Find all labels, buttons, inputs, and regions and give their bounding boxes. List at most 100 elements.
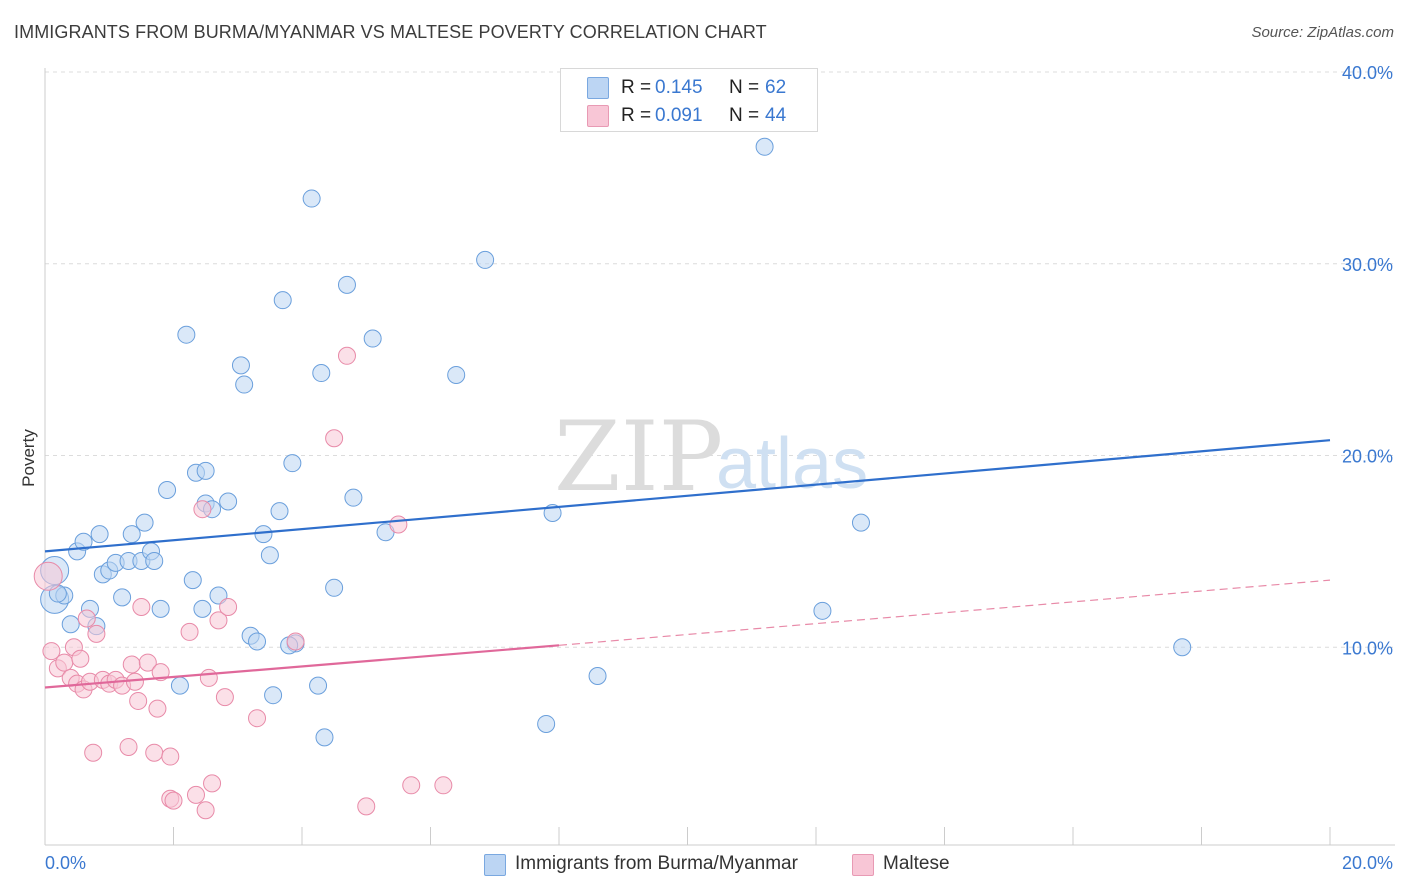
data-point <box>260 546 279 565</box>
y-tick-label: 30.0% <box>1342 255 1393 275</box>
data-point <box>71 649 90 668</box>
data-point <box>161 747 180 766</box>
data-point <box>151 599 170 618</box>
data-point <box>196 461 215 480</box>
n-value: 62 <box>765 77 787 98</box>
data-point <box>537 714 556 733</box>
data-point <box>254 525 273 544</box>
legend-label-burma: Immigrants from Burma/Myanmar <box>515 853 798 874</box>
data-point <box>302 189 321 208</box>
legend-label-maltese: Maltese <box>883 853 950 874</box>
data-point <box>186 785 205 804</box>
x-tick-label: 0.0% <box>45 853 86 873</box>
data-point <box>434 776 453 795</box>
watermark-zip: ZIP <box>554 401 723 513</box>
trend-line <box>44 644 560 689</box>
data-point <box>1173 638 1192 657</box>
data-point <box>209 586 228 605</box>
data-point <box>180 622 199 641</box>
data-point <box>476 250 495 269</box>
x-tick-labels: 0.0% 20.0% <box>45 853 1393 873</box>
data-point <box>755 137 774 156</box>
data-point <box>264 686 283 705</box>
data-point <box>219 597 238 616</box>
y-tick-label: 10.0% <box>1342 638 1393 658</box>
n-value: 44 <box>765 105 787 126</box>
data-point <box>199 668 218 687</box>
data-point <box>283 454 302 473</box>
data-point <box>132 597 151 616</box>
trend-line-extension <box>558 579 1331 646</box>
data-point <box>129 691 148 710</box>
data-point <box>193 500 212 519</box>
data-point <box>122 525 141 544</box>
data-point <box>158 481 177 500</box>
data-point <box>193 599 212 618</box>
data-point <box>389 515 408 534</box>
n-label: N = <box>729 105 760 126</box>
data-point <box>148 699 167 718</box>
data-point <box>151 663 170 682</box>
data-point <box>90 525 109 544</box>
watermark: ZIP atlas <box>554 401 868 513</box>
data-point <box>122 655 141 674</box>
correlation-legend: R = 0.145 N = 62 R = 0.091 N = 44 <box>560 68 818 132</box>
data-point <box>87 624 106 643</box>
data-point <box>286 632 305 651</box>
data-point <box>215 688 234 707</box>
data-point <box>813 601 832 620</box>
data-point <box>33 561 63 591</box>
r-value: 0.145 <box>655 77 703 98</box>
data-point <box>312 364 331 383</box>
data-point <box>357 797 376 816</box>
y-tick-labels: 10.0% 20.0% 30.0% 40.0% <box>1342 63 1393 658</box>
data-point <box>135 513 154 532</box>
data-point <box>270 502 289 521</box>
data-point <box>61 615 80 634</box>
data-point <box>248 632 267 651</box>
source-label: Source: ZipAtlas.com <box>1251 24 1394 41</box>
chart-title: IMMIGRANTS FROM BURMA/MYANMAR VS MALTESE… <box>14 22 767 42</box>
data-point <box>235 375 254 394</box>
data-point <box>125 672 144 691</box>
data-point <box>138 653 157 672</box>
data-point <box>164 791 183 810</box>
legend-swatch-burma <box>587 77 609 99</box>
data-point <box>74 532 93 551</box>
data-point <box>337 275 356 294</box>
trend-line <box>44 439 1331 553</box>
data-point <box>119 737 138 756</box>
data-point <box>77 609 96 628</box>
data-point <box>145 743 164 762</box>
r-label: R = <box>621 105 652 126</box>
r-label: R = <box>621 77 652 98</box>
data-point <box>231 356 250 375</box>
n-label: N = <box>729 77 760 98</box>
data-point <box>402 776 421 795</box>
data-point <box>309 676 328 695</box>
data-point <box>344 488 363 507</box>
trend-lines <box>44 439 1331 689</box>
data-point <box>196 801 215 820</box>
data-point <box>145 551 164 570</box>
data-point <box>325 429 344 448</box>
data-point <box>177 325 196 344</box>
data-point <box>363 329 382 348</box>
data-point <box>183 571 202 590</box>
data-point <box>209 611 228 630</box>
data-points <box>33 137 1192 820</box>
data-point <box>113 588 132 607</box>
data-point <box>588 667 607 686</box>
legend-swatch-burma <box>484 854 506 876</box>
data-point <box>248 709 267 728</box>
data-point <box>447 365 466 384</box>
legend-swatch-maltese <box>852 854 874 876</box>
legend-swatch-maltese <box>587 105 609 127</box>
data-point <box>84 743 103 762</box>
data-point <box>170 676 189 695</box>
y-tick-label: 20.0% <box>1342 447 1393 467</box>
data-point <box>203 774 222 793</box>
data-point <box>315 728 334 747</box>
y-tick-label: 40.0% <box>1342 63 1393 83</box>
